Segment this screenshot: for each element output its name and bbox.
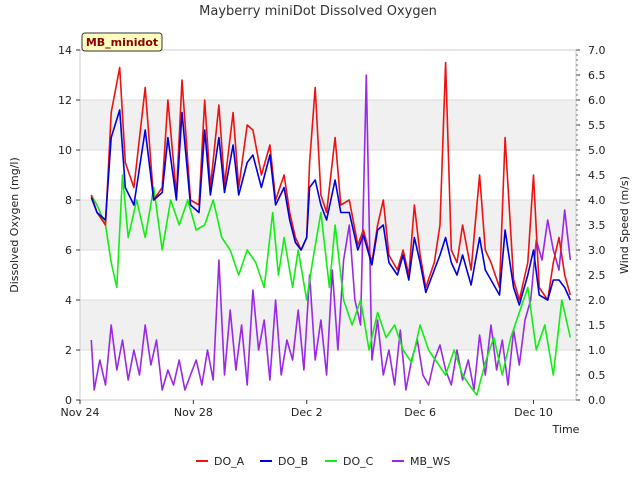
y2-tick-label: 1.0	[588, 344, 606, 357]
x-tick-label: Dec 6	[404, 406, 436, 419]
background-band	[80, 200, 576, 250]
y2-axis-label: Wind Speed (m/s)	[618, 176, 631, 274]
y-tick-label: 14	[58, 44, 72, 57]
y2-tick-label: 7.0	[588, 44, 606, 57]
y-tick-label: 10	[58, 144, 72, 157]
legend-label-do-a: DO_A	[214, 455, 245, 468]
series-layer	[90, 61, 572, 396]
y2-tick-label: 0.0	[588, 394, 606, 407]
legend-label-mb-ws: MB_WS	[410, 455, 450, 468]
y2-tick-label: 0.5	[588, 369, 606, 382]
y2-tick-label: 5.0	[588, 144, 606, 157]
station-badge: MB_minidot	[81, 32, 163, 52]
y-tick-label: 4	[65, 294, 72, 307]
x-tick-label: Nov 28	[174, 406, 213, 419]
y2-tick-label: 6.0	[588, 94, 606, 107]
y2-tick-label: 3.5	[588, 219, 606, 232]
station-badge-label: MB_minidot	[86, 36, 158, 49]
x-axis: Nov 24 Nov 28 Dec 2 Dec 6 Dec 10	[61, 400, 553, 419]
y-tick-label: 8	[65, 194, 72, 207]
y-axis-right: 0.0 0.5 1.0 1.5 2.0 2.5 3.0 3.5 4.0 4.5 5.0 5.5 6.0 6…	[576, 44, 606, 407]
chart-title: Mayberry miniDot Dissolved Oxygen	[199, 4, 437, 19]
legend: DO_A DO_B DO_C MB_WS	[196, 455, 450, 468]
y-tick-label: 0	[65, 394, 72, 407]
background-band	[80, 100, 576, 150]
y-tick-label: 2	[65, 344, 72, 357]
background-bands	[80, 100, 576, 350]
y2-tick-label: 1.5	[588, 319, 606, 332]
y2-tick-label: 4.0	[588, 194, 606, 207]
y-tick-label: 6	[65, 244, 72, 257]
y2-tick-label: 5.5	[588, 119, 606, 132]
series-line-mb-ws	[90, 74, 572, 391]
y2-tick-label: 2.5	[588, 269, 606, 282]
x-tick-label: Dec 10	[514, 406, 553, 419]
x-tick-label: Dec 2	[291, 406, 323, 419]
y-tick-label: 12	[58, 94, 72, 107]
x-axis-label: Time	[552, 423, 580, 436]
series-line-do-b	[90, 109, 572, 306]
series-line-do-a	[90, 61, 572, 301]
legend-label-do-b: DO_B	[278, 455, 308, 468]
station-badge-box	[81, 32, 163, 52]
y2-tick-label: 4.5	[588, 169, 606, 182]
legend-label-do-c: DO_C	[343, 455, 374, 468]
y2-tick-label: 6.5	[588, 69, 606, 82]
y-axis-left: 0 2 4 6 8 10 12 14	[58, 44, 80, 407]
y2-tick-label: 2.0	[588, 294, 606, 307]
y2-tick-label: 3.0	[588, 244, 606, 257]
series-line-do-c	[90, 174, 572, 396]
y-axis-label: Dissolved Oxygen (mg/l)	[8, 157, 21, 292]
x-tick-label: Nov 24	[61, 406, 100, 419]
